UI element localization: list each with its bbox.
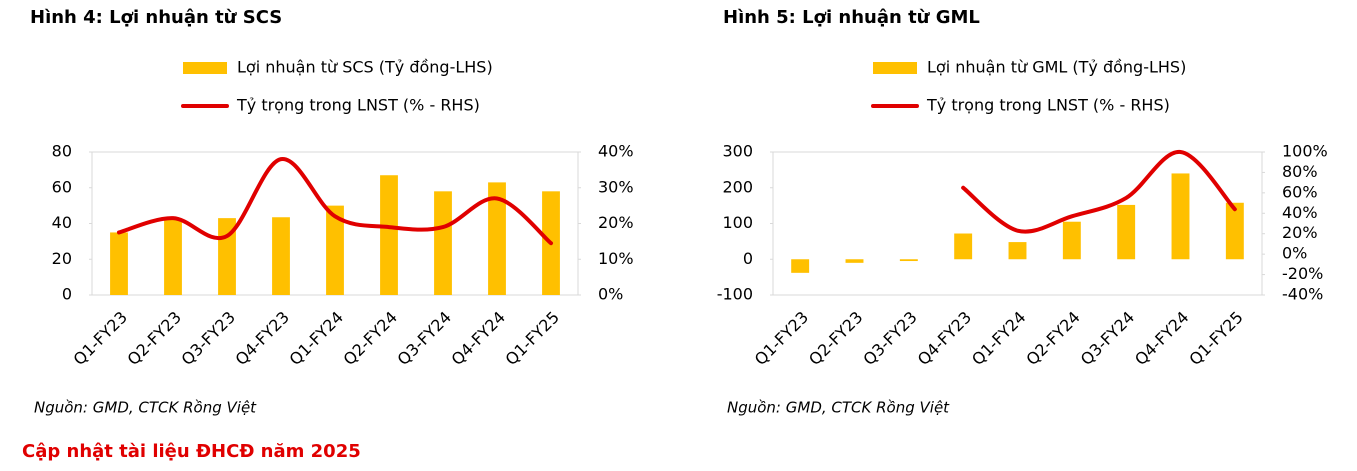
bar xyxy=(791,259,810,273)
x-tick-label: Q1-FY23 xyxy=(751,308,812,369)
y-tick-label: 80 xyxy=(52,142,72,161)
x-tick-label: Q4-FY24 xyxy=(1131,308,1192,369)
x-tick-label: Q4-FY23 xyxy=(232,308,293,369)
bar xyxy=(380,175,398,295)
bar xyxy=(954,233,973,260)
bar xyxy=(1008,242,1027,260)
x-tick-label: Q3-FY23 xyxy=(859,308,920,369)
x-tick-label: Q1-FY23 xyxy=(70,308,131,369)
y2-tick-label: 30% xyxy=(598,177,634,196)
legend-swatch xyxy=(873,62,917,74)
x-tick-label: Q4-FY23 xyxy=(914,308,975,369)
bar xyxy=(488,182,506,295)
y-tick-label: 60 xyxy=(52,177,72,196)
x-tick-label: Q1-FY24 xyxy=(286,308,347,369)
footer: Cập nhật tài liệu ĐHCĐ năm 2025 xyxy=(22,441,361,462)
y2-tick-label: 20% xyxy=(1282,223,1318,242)
y2-tick-label: 40% xyxy=(1282,203,1318,222)
x-tick-label: Q2-FY24 xyxy=(1022,308,1083,369)
y2-tick-label: 40% xyxy=(598,142,634,161)
bar xyxy=(434,191,452,295)
line xyxy=(961,150,1237,234)
x-tick-label: Q2-FY23 xyxy=(805,308,866,369)
x-tick-label: Q3-FY23 xyxy=(178,308,239,369)
x-tick-label: Q1-FY24 xyxy=(968,308,1029,369)
y2-tick-label: 100% xyxy=(1282,142,1328,161)
y-tick-label: 40 xyxy=(52,213,72,232)
x-tick-label: Q1-FY25 xyxy=(1185,308,1246,369)
legend-label: Tỷ trọng trong LNST (% - RHS) xyxy=(236,96,480,115)
legend-label: Lợi nhuận từ GML (Tỷ đồng-LHS) xyxy=(927,58,1186,77)
y-tick-label: 0 xyxy=(743,249,753,268)
y2-tick-label: 80% xyxy=(1282,162,1318,181)
source: Nguồn: GMD, CTCK Rồng Việt xyxy=(727,399,950,417)
y-tick-label: 20 xyxy=(52,249,72,268)
bar xyxy=(1171,173,1190,260)
legend-swatch xyxy=(183,62,227,74)
y2-tick-label: 60% xyxy=(1282,182,1318,201)
y-tick-label: 100 xyxy=(722,213,753,232)
legend-label: Tỷ trọng trong LNST (% - RHS) xyxy=(926,96,1170,115)
bar xyxy=(899,259,918,262)
y2-tick-label: 0% xyxy=(1282,244,1307,263)
bar xyxy=(1062,221,1081,260)
x-tick-label: Q3-FY24 xyxy=(1077,308,1138,369)
bar xyxy=(272,217,290,295)
y-tick-label: 200 xyxy=(722,177,753,196)
bar xyxy=(110,232,128,295)
line xyxy=(117,157,553,246)
bar xyxy=(1225,202,1244,260)
bar xyxy=(326,205,344,295)
chart-title: Hình 5: Lợi nhuận từ GML xyxy=(723,7,980,28)
y-tick-label: 0 xyxy=(62,285,72,304)
y2-tick-label: -20% xyxy=(1282,264,1323,283)
bar xyxy=(845,259,864,263)
x-tick-label: Q2-FY23 xyxy=(124,308,185,369)
y2-tick-label: 20% xyxy=(598,213,634,232)
y-tick-label: -100 xyxy=(717,285,753,304)
y2-tick-label: 0% xyxy=(598,285,623,304)
x-tick-label: Q3-FY24 xyxy=(394,308,455,369)
x-tick-label: Q2-FY24 xyxy=(340,308,401,369)
source: Nguồn: GMD, CTCK Rồng Việt xyxy=(34,399,257,417)
chart-title: Hình 4: Lợi nhuận từ SCS xyxy=(30,7,282,28)
legend-label: Lợi nhuận từ SCS (Tỷ đồng-LHS) xyxy=(237,58,493,77)
bar xyxy=(164,219,182,295)
x-tick-label: Q4-FY24 xyxy=(448,308,509,369)
y2-tick-label: 10% xyxy=(598,249,634,268)
bar xyxy=(1117,204,1136,260)
x-tick-label: Q1-FY25 xyxy=(502,308,563,369)
y-tick-label: 300 xyxy=(722,142,753,161)
y2-tick-label: -40% xyxy=(1282,285,1323,304)
